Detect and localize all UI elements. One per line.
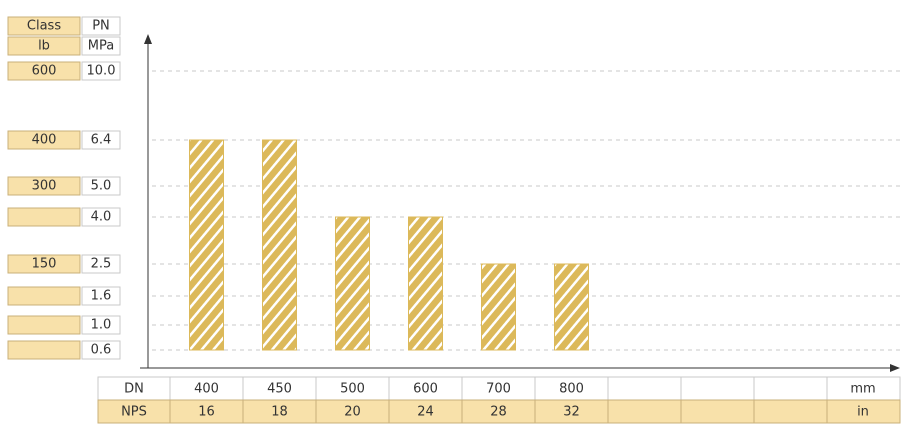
- class-cell: [7, 254, 81, 274]
- pn-cell: [81, 340, 121, 360]
- pn-cell: [81, 176, 121, 196]
- y-tick-label: 2.5: [91, 257, 112, 272]
- bar: [189, 139, 224, 351]
- nps-cell: [607, 399, 682, 424]
- dn-header: DN: [124, 382, 144, 397]
- y-tick-label: 1.6: [91, 289, 112, 304]
- x-tick-label: 500: [340, 382, 365, 397]
- nps-header: NPS: [121, 405, 147, 420]
- pn-cell: [81, 130, 121, 150]
- nps-label: 16: [198, 405, 215, 420]
- pn-cell: [81, 207, 121, 227]
- nps-label: 18: [271, 405, 288, 420]
- nps-label: 28: [490, 405, 507, 420]
- pn-cell: [81, 286, 121, 306]
- class-label: 300: [32, 179, 57, 194]
- dn-unit: mm: [850, 382, 875, 397]
- y-tick-label: 10.0: [87, 64, 116, 79]
- header-cell: [81, 36, 121, 56]
- x-tick-label: 800: [559, 382, 584, 397]
- bar: [481, 263, 516, 351]
- y-tick-label: 6.4: [91, 133, 112, 148]
- class-cell: [7, 207, 81, 227]
- y-tick-label: 1.0: [91, 318, 112, 333]
- bar: [262, 139, 297, 351]
- x-tick-label: 600: [413, 382, 438, 397]
- header-label: PN: [92, 19, 110, 34]
- x-tick-label: 700: [486, 382, 511, 397]
- pn-cell: [81, 254, 121, 274]
- pn-cell: [81, 61, 121, 81]
- dn-cell: [607, 376, 682, 401]
- dn-cell: [753, 376, 828, 401]
- pn-cell: [81, 315, 121, 335]
- x-tick-label: 400: [194, 382, 219, 397]
- header-label: MPa: [88, 39, 114, 54]
- y-tick-label: 4.0: [91, 210, 112, 225]
- class-cell: [7, 340, 81, 360]
- nps-cell: [753, 399, 828, 424]
- nps-label: 32: [563, 405, 580, 420]
- nps-cell: [680, 399, 755, 424]
- class-cell: [7, 61, 81, 81]
- header-label: lb: [38, 39, 50, 54]
- dn-cell: [680, 376, 755, 401]
- bar: [554, 263, 589, 351]
- class-cell: [7, 315, 81, 335]
- nps-label: 20: [344, 405, 361, 420]
- bar: [335, 216, 370, 351]
- class-cell: [7, 286, 81, 306]
- header-cell: [7, 36, 81, 56]
- unit-cell: [826, 399, 901, 424]
- y-tick-label: 0.6: [91, 343, 112, 358]
- y-tick-label: 5.0: [91, 179, 112, 194]
- header-label: Class: [27, 19, 61, 34]
- nps-label: 24: [417, 405, 434, 420]
- x-tick-label: 450: [267, 382, 292, 397]
- x-axis-arrow: [890, 364, 900, 372]
- class-cell: [7, 130, 81, 150]
- class-cell: [7, 176, 81, 196]
- class-label: 150: [32, 257, 57, 272]
- class-label: 400: [32, 133, 57, 148]
- class-label: 600: [32, 64, 57, 79]
- nps-unit: in: [857, 405, 869, 420]
- bar: [408, 216, 443, 351]
- y-axis-arrow: [144, 34, 152, 44]
- header-cell: [7, 16, 81, 36]
- header-cell: [81, 16, 121, 36]
